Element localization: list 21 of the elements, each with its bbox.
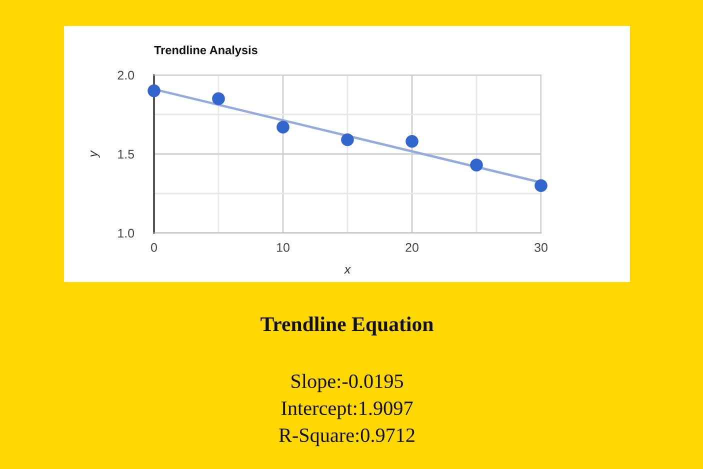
point xyxy=(148,84,160,98)
point xyxy=(341,133,354,146)
x-tick-label: 10 xyxy=(277,243,290,252)
point xyxy=(534,179,548,192)
text: Slope:-0.0195 xyxy=(292,374,403,392)
text: R-Square:0.9712 xyxy=(279,428,414,446)
x-axis-title: x xyxy=(344,267,351,274)
chart-title: Trendline Analysis xyxy=(154,46,258,57)
point xyxy=(212,92,225,106)
point xyxy=(470,158,483,172)
text: Trendline Equation xyxy=(260,316,434,336)
text: Intercept:1.9097 xyxy=(281,401,413,420)
y-axis-title: y xyxy=(90,150,100,158)
y-tick-label: 1.5 xyxy=(118,150,134,159)
x-tick-label: 0 xyxy=(151,243,157,252)
x-tick-label: 30 xyxy=(534,243,548,252)
y-tick-label: 1.0 xyxy=(118,228,134,238)
point xyxy=(276,120,290,134)
y-tick-label: 2.0 xyxy=(118,70,134,80)
x-tick-label: 20 xyxy=(406,243,418,252)
point xyxy=(406,134,418,148)
